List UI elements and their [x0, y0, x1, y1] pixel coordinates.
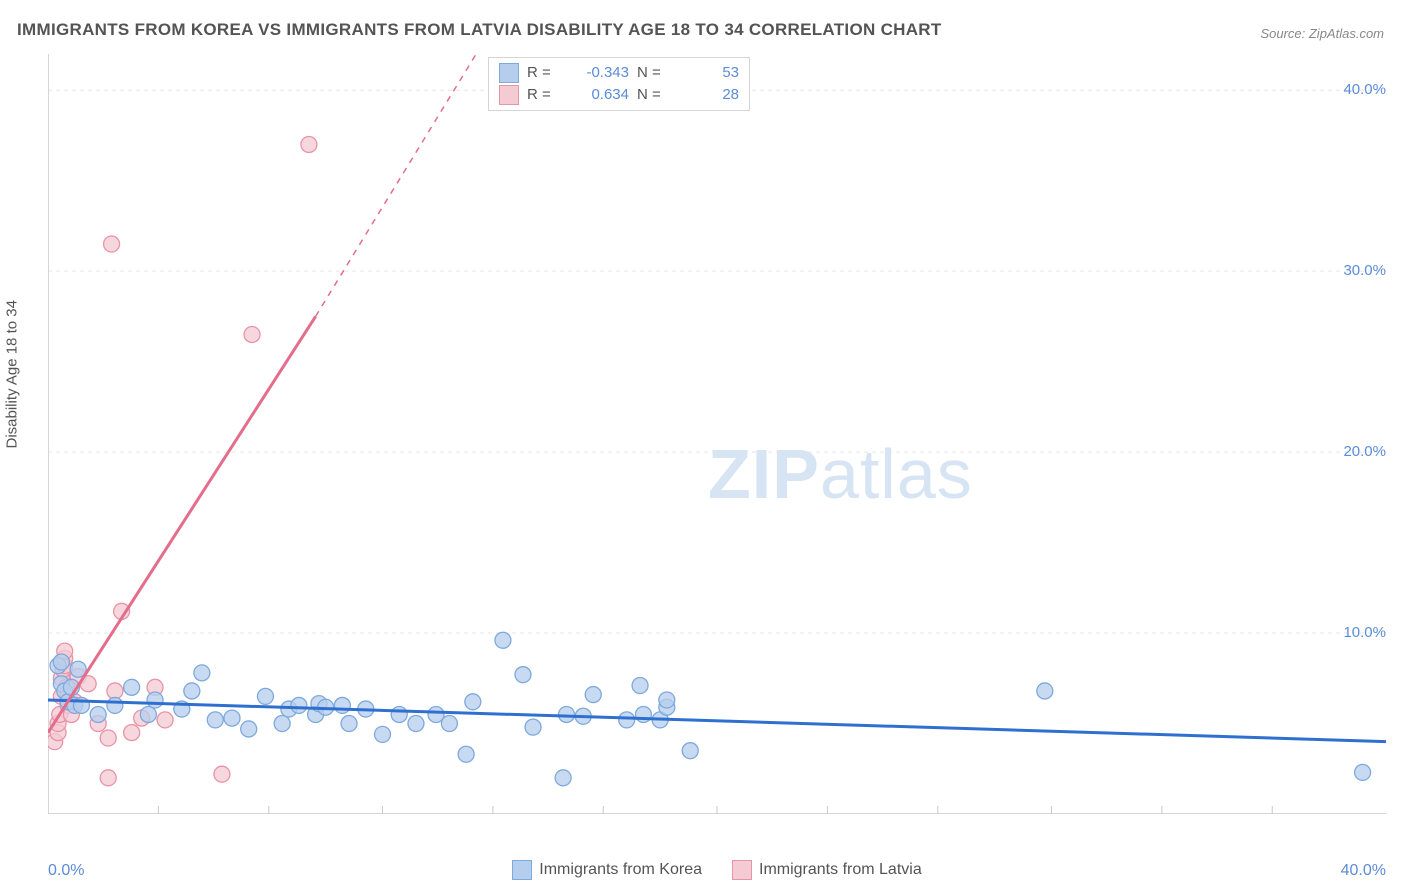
- legend-row: R = 0.634 N = 28: [499, 84, 739, 106]
- scatter-plot: [48, 54, 1386, 814]
- legend-bottom: Immigrants from Korea Immigrants from Lat…: [48, 860, 1386, 880]
- legend-r-label: R =: [527, 84, 563, 106]
- legend-label: Immigrants from Latvia: [759, 861, 922, 878]
- legend-swatch: [512, 860, 532, 880]
- legend-item: Immigrants from Korea: [512, 860, 702, 880]
- legend-n-value: 53: [681, 62, 739, 84]
- legend-r-value: 0.634: [571, 84, 629, 106]
- y-tick-label: 20.0%: [1326, 443, 1386, 460]
- y-tick-label: 10.0%: [1326, 624, 1386, 641]
- source-label: Source: ZipAtlas.com: [1260, 26, 1384, 41]
- legend-swatch: [499, 63, 519, 83]
- legend-swatch: [732, 860, 752, 880]
- y-tick-label: 30.0%: [1326, 262, 1386, 279]
- legend-n-value: 28: [681, 84, 739, 106]
- chart-area: ZIPatlas R = -0.343N = 53R = 0.634N = 28…: [48, 54, 1386, 814]
- legend-item: Immigrants from Latvia: [732, 860, 922, 880]
- legend-r-value: -0.343: [571, 62, 629, 84]
- legend-top: R = -0.343 N = 53 R = 0.634 N = 28: [488, 57, 750, 111]
- y-tick-label: 40.0%: [1326, 81, 1386, 98]
- chart-title: IMMIGRANTS FROM KOREA VS IMMIGRANTS FROM…: [17, 20, 942, 40]
- legend-r-label: R =: [527, 62, 563, 84]
- legend-swatch: [499, 85, 519, 105]
- legend-row: R = -0.343 N = 53: [499, 62, 739, 84]
- legend-label: Immigrants from Korea: [539, 861, 702, 878]
- legend-n-label: N =: [637, 84, 673, 106]
- legend-n-label: N =: [637, 62, 673, 84]
- y-axis-label: Disability Age 18 to 34: [4, 300, 21, 448]
